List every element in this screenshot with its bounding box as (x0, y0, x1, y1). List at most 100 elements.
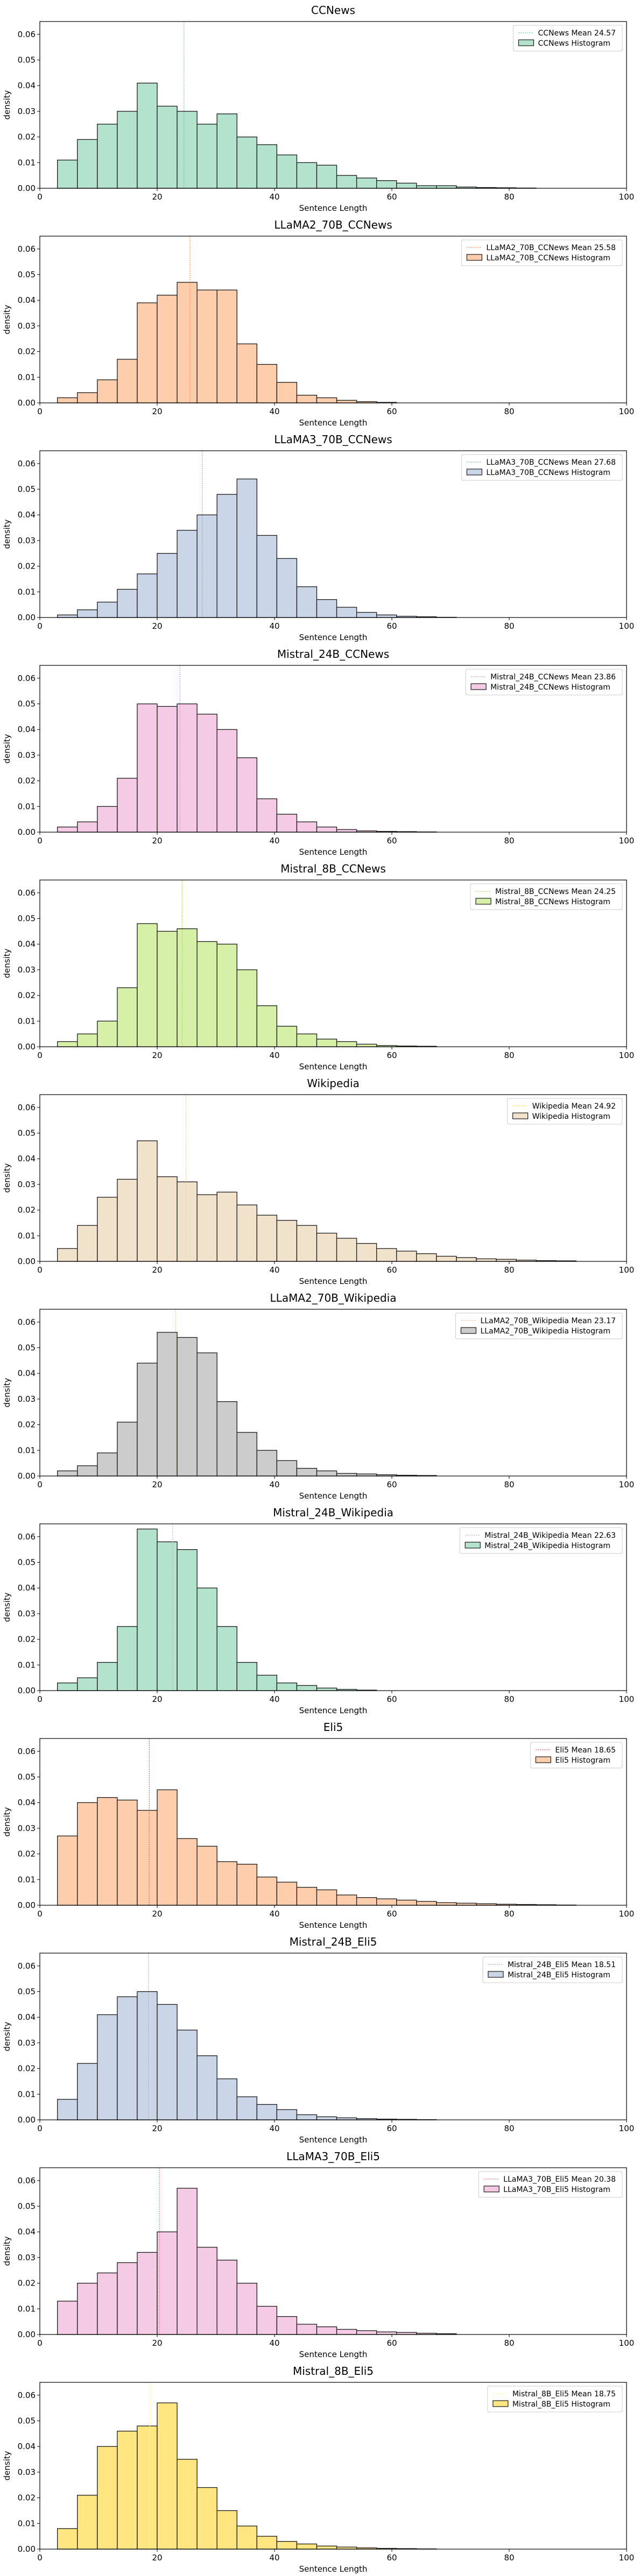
histogram-bar (276, 382, 298, 403)
legend-histogram-label: LLaMA2_70B_CCNews Histogram (486, 254, 610, 262)
legend: Mistral_24B_Wikipedia Mean 22.63 Mistral_… (459, 1527, 623, 1554)
histogram-chart: Mistral_24B_Eli5 0 20 40 60 80 100 0.00 0.01 0.02… (2, 1935, 634, 2145)
legend-mean-label: Eli5 Mean 18.65 (555, 1746, 616, 1755)
x-tick-label: 100 (619, 1051, 635, 1060)
x-tick-label: 0 (37, 2338, 43, 2348)
histogram-bar (97, 2272, 118, 2335)
histogram-chart: Mistral_24B_Wikipedia 0 20 40 60 80 100 0.00 0.0… (2, 1506, 634, 1715)
x-tick-label: 60 (386, 192, 397, 202)
histogram-bar (356, 612, 377, 618)
histogram-bar (296, 1886, 318, 1906)
legend-histogram-label: LLaMA2_70B_Wikipedia Histogram (480, 1327, 610, 1336)
y-axis-label: density (2, 2236, 12, 2266)
y-tick-label: 0.02 (18, 2064, 36, 2074)
histogram-bar (177, 928, 198, 1047)
x-tick-label: 0 (37, 1051, 43, 1060)
histogram-bar (196, 941, 217, 1047)
y-axis-label: density (2, 2451, 12, 2480)
x-tick-label: 60 (386, 1694, 397, 1704)
histogram-bar (157, 105, 178, 189)
histogram-bar (117, 987, 138, 1047)
histogram-bar (356, 1897, 377, 1906)
legend-mean-label: CCNews Mean 24.57 (538, 29, 616, 38)
histogram-bar (117, 359, 138, 403)
histogram-bar (276, 813, 298, 833)
y-tick-label: 0.00 (18, 1471, 36, 1481)
x-tick-label: 20 (152, 1051, 162, 1060)
y-tick-label: 0.06 (18, 1961, 36, 1971)
histogram-bar (137, 2425, 158, 2550)
histogram-chart: Mistral_24B_CCNews 0 20 40 60 80 100 0.00 0.01 0.… (2, 648, 634, 857)
histogram-bar (256, 2104, 278, 2120)
histogram-bar (316, 2545, 337, 2550)
y-tick-label: 0.04 (18, 295, 36, 305)
histogram-bar (336, 400, 357, 403)
histogram-bar (256, 364, 278, 403)
histogram-bar (157, 1789, 178, 1906)
x-axis-label: Sentence Length (299, 418, 368, 428)
histogram-bar (336, 1473, 357, 1477)
x-tick-label: 0 (37, 2124, 43, 2133)
legend-frame (459, 1527, 623, 1554)
x-tick-label: 40 (269, 1265, 279, 1275)
histogram-bar (336, 2329, 357, 2335)
x-tick-label: 60 (386, 2553, 397, 2563)
x-tick-label: 80 (504, 1909, 514, 1919)
legend-histogram-label: LLaMA3_70B_Eli5 Histogram (503, 2185, 610, 2194)
histogram-bar (216, 113, 237, 189)
y-tick-label: 0.06 (18, 244, 36, 254)
histogram-bar (236, 2282, 257, 2335)
y-axis-label: density (2, 1378, 12, 1407)
legend-mean-label: Wikipedia Mean 24.92 (532, 1102, 616, 1111)
legend-histogram-swatch (475, 898, 491, 905)
y-axis-label: density (2, 1592, 12, 1622)
histogram-bar (77, 1677, 98, 1691)
histogram-bar (296, 395, 318, 403)
legend-histogram-swatch (535, 1756, 551, 1763)
x-axis-label: Sentence Length (299, 2564, 368, 2574)
legend-histogram-label: LLaMA3_70B_CCNews Histogram (486, 469, 610, 477)
legend-mean-label: Mistral_24B_Wikipedia Mean 22.63 (484, 1531, 616, 1540)
plot-frame (39, 879, 627, 1047)
y-tick-label: 0.03 (18, 1180, 36, 1189)
histogram-bar (296, 2543, 318, 2550)
histogram-bar (336, 1041, 357, 1047)
x-tick-label: 100 (619, 1265, 635, 1275)
y-tick-label: 0.00 (18, 827, 36, 837)
histogram-bar (276, 1882, 298, 1906)
chart-title: Mistral_24B_Wikipedia (273, 1506, 393, 1519)
histogram-bar (316, 599, 337, 618)
x-tick-label: 40 (269, 407, 279, 416)
x-axis-label: Sentence Length (299, 1920, 368, 1930)
histogram-bar (396, 1899, 417, 1906)
y-tick-label: 0.00 (18, 1686, 36, 1695)
plot-frame (39, 2382, 627, 2550)
histogram-bar (236, 2525, 257, 2550)
y-tick-label: 0.05 (18, 485, 36, 494)
histogram-bar (97, 1452, 118, 1477)
histogram-bar (157, 706, 178, 833)
histogram-bar (436, 1902, 457, 1906)
y-tick-label: 0.01 (18, 2518, 36, 2528)
histogram-bar (97, 601, 118, 618)
histogram-bar (236, 1864, 257, 1906)
y-tick-label: 0.01 (18, 587, 36, 597)
y-axis-label: density (2, 948, 12, 978)
x-tick-label: 80 (504, 836, 514, 846)
y-tick-label: 0.02 (18, 1635, 36, 1644)
y-tick-label: 0.01 (18, 2304, 36, 2314)
histogram-bar (117, 2262, 138, 2335)
histogram-bar (316, 826, 337, 833)
histogram-bar (97, 1020, 118, 1047)
legend-histogram-label: CCNews Histogram (538, 39, 610, 48)
histogram-bar (177, 1838, 198, 1906)
histogram-bar (236, 969, 257, 1047)
histogram-bar (157, 2402, 178, 2550)
x-axis-label: Sentence Length (299, 2135, 368, 2145)
y-tick-label: 0.04 (18, 939, 36, 949)
y-tick-label: 0.05 (18, 2416, 36, 2426)
x-tick-label: 20 (152, 621, 162, 631)
histogram-bar (77, 2495, 98, 2550)
x-tick-label: 0 (37, 836, 43, 846)
histogram-bar (97, 124, 118, 189)
